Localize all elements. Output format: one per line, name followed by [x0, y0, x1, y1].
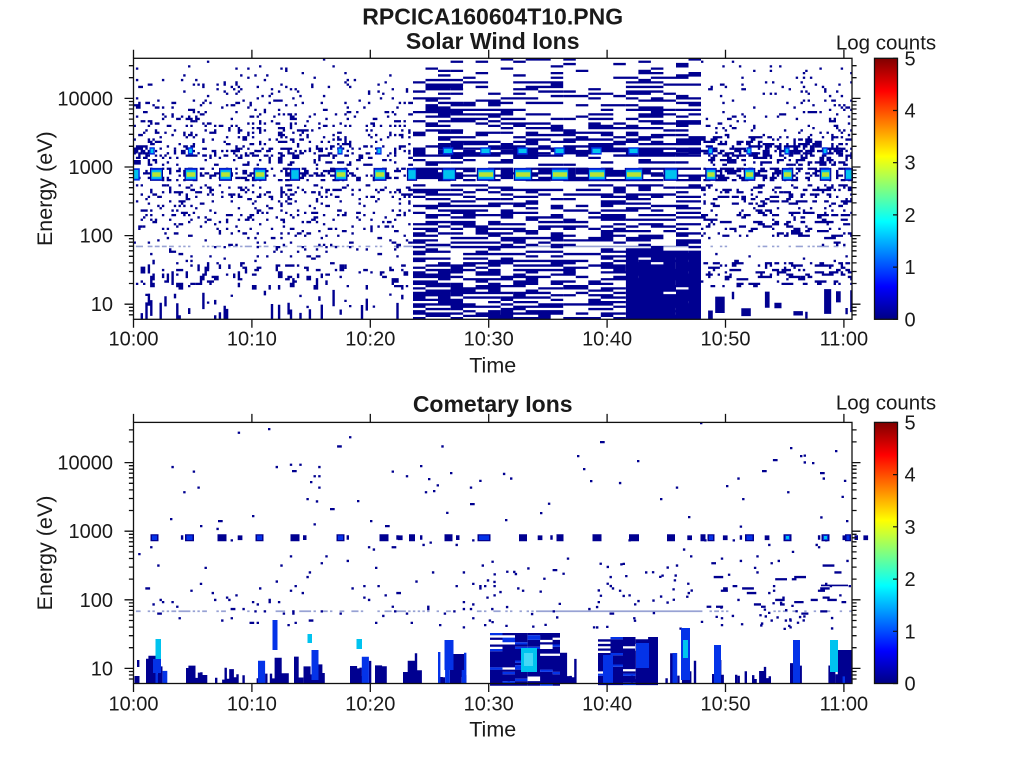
svg-text:10000: 10000: [57, 453, 113, 475]
svg-text:10:00: 10:00: [108, 694, 158, 716]
svg-text:10:50: 10:50: [700, 329, 750, 351]
svg-text:0: 0: [905, 674, 916, 696]
svg-text:Solar Wind Ions: Solar Wind Ions: [406, 28, 580, 54]
svg-text:3: 3: [905, 153, 916, 175]
svg-text:10: 10: [91, 294, 113, 316]
svg-text:Energy (eV): Energy (eV): [33, 496, 57, 611]
svg-text:2: 2: [905, 205, 916, 227]
svg-text:Log counts: Log counts: [836, 32, 936, 55]
svg-text:1000: 1000: [69, 521, 114, 543]
svg-text:10:00: 10:00: [108, 329, 158, 351]
svg-text:5: 5: [905, 412, 916, 434]
svg-text:4: 4: [905, 465, 916, 487]
svg-text:10:30: 10:30: [464, 694, 514, 716]
svg-text:Time: Time: [469, 718, 516, 742]
svg-text:10: 10: [91, 658, 113, 680]
svg-text:10:20: 10:20: [345, 329, 395, 351]
svg-text:10:10: 10:10: [227, 329, 277, 351]
svg-text:3: 3: [905, 517, 916, 539]
svg-text:1: 1: [905, 621, 916, 643]
svg-text:10:30: 10:30: [464, 329, 514, 351]
svg-text:2: 2: [905, 569, 916, 591]
svg-text:10:40: 10:40: [582, 694, 632, 716]
svg-text:1: 1: [905, 257, 916, 279]
svg-text:0: 0: [905, 309, 916, 331]
svg-text:Energy (eV): Energy (eV): [33, 131, 57, 246]
svg-text:10:40: 10:40: [582, 329, 632, 351]
svg-text:Log counts: Log counts: [836, 392, 936, 415]
svg-text:100: 100: [80, 590, 113, 612]
svg-text:10:10: 10:10: [227, 694, 277, 716]
svg-text:11:00: 11:00: [820, 694, 869, 716]
svg-text:Cometary Ions: Cometary Ions: [413, 391, 573, 417]
svg-text:100: 100: [80, 226, 113, 248]
svg-text:10000: 10000: [57, 88, 113, 110]
svg-text:Time: Time: [469, 354, 516, 378]
svg-text:1000: 1000: [69, 157, 114, 179]
svg-text:11:00: 11:00: [820, 329, 869, 351]
svg-text:10:20: 10:20: [345, 694, 395, 716]
svg-text:5: 5: [905, 48, 916, 70]
svg-text:RPCICA160604T10.PNG: RPCICA160604T10.PNG: [362, 4, 623, 30]
svg-text:10:50: 10:50: [700, 694, 750, 716]
svg-text:4: 4: [905, 101, 916, 123]
